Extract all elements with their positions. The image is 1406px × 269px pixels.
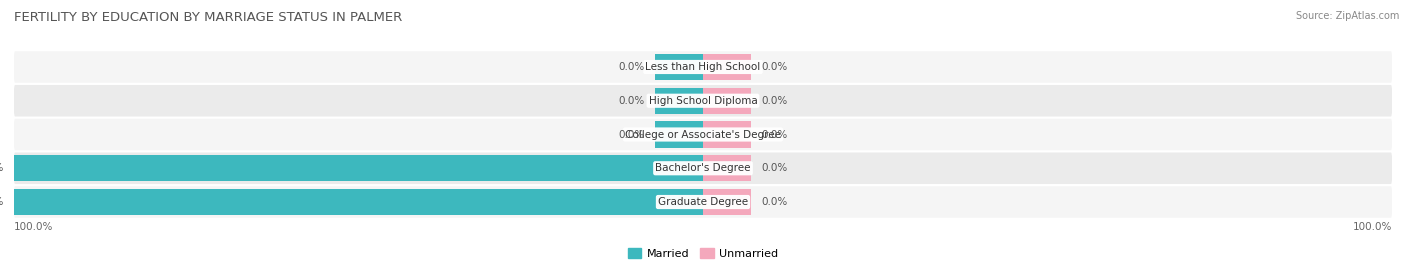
- Text: 0.0%: 0.0%: [762, 197, 787, 207]
- FancyBboxPatch shape: [14, 153, 1392, 184]
- Text: 0.0%: 0.0%: [619, 129, 644, 140]
- Text: 0.0%: 0.0%: [762, 129, 787, 140]
- FancyBboxPatch shape: [14, 51, 1392, 83]
- Text: Less than High School: Less than High School: [645, 62, 761, 72]
- Text: Source: ZipAtlas.com: Source: ZipAtlas.com: [1295, 11, 1399, 21]
- Text: Graduate Degree: Graduate Degree: [658, 197, 748, 207]
- Bar: [703, 88, 751, 114]
- Text: College or Associate's Degree: College or Associate's Degree: [626, 129, 780, 140]
- Legend: Married, Unmarried: Married, Unmarried: [623, 243, 783, 263]
- Text: 0.0%: 0.0%: [762, 96, 787, 106]
- Bar: [655, 88, 703, 114]
- Text: Bachelor's Degree: Bachelor's Degree: [655, 163, 751, 173]
- Text: 0.0%: 0.0%: [619, 62, 644, 72]
- Text: 100.0%: 100.0%: [0, 197, 4, 207]
- Bar: [703, 121, 751, 148]
- Text: 0.0%: 0.0%: [762, 163, 787, 173]
- Bar: [703, 155, 751, 181]
- Bar: [14, 155, 703, 181]
- FancyBboxPatch shape: [14, 186, 1392, 218]
- Text: 100.0%: 100.0%: [14, 222, 53, 232]
- Bar: [703, 189, 751, 215]
- Text: 100.0%: 100.0%: [1353, 222, 1392, 232]
- Bar: [703, 54, 751, 80]
- Text: 100.0%: 100.0%: [0, 163, 4, 173]
- Bar: [655, 121, 703, 148]
- Bar: [14, 189, 703, 215]
- Text: FERTILITY BY EDUCATION BY MARRIAGE STATUS IN PALMER: FERTILITY BY EDUCATION BY MARRIAGE STATU…: [14, 11, 402, 24]
- Bar: [655, 54, 703, 80]
- Text: 0.0%: 0.0%: [762, 62, 787, 72]
- Text: 0.0%: 0.0%: [619, 96, 644, 106]
- FancyBboxPatch shape: [14, 119, 1392, 150]
- Text: High School Diploma: High School Diploma: [648, 96, 758, 106]
- FancyBboxPatch shape: [14, 85, 1392, 116]
